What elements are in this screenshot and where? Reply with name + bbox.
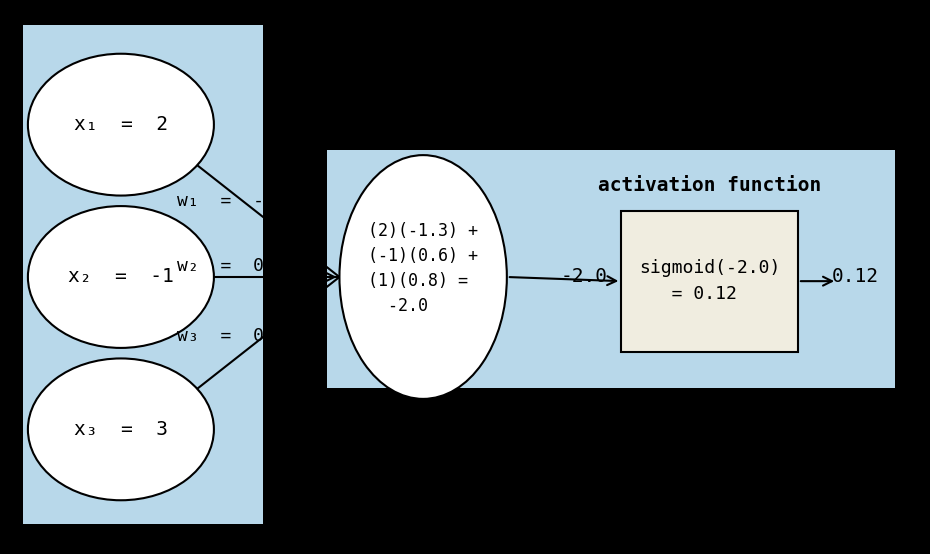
Text: activation function: activation function <box>598 176 821 195</box>
Text: x₁  =  2: x₁ = 2 <box>73 115 168 134</box>
FancyBboxPatch shape <box>327 150 895 388</box>
FancyBboxPatch shape <box>23 25 263 524</box>
Text: w₂  =  0.6: w₂ = 0.6 <box>177 257 286 275</box>
Text: w₃  =  0.4: w₃ = 0.4 <box>177 327 286 345</box>
Ellipse shape <box>339 155 507 399</box>
Text: sigmoid(-2.0)
   = 0.12: sigmoid(-2.0) = 0.12 <box>639 259 780 304</box>
Text: x₃  =  3: x₃ = 3 <box>73 420 168 439</box>
Ellipse shape <box>28 358 214 500</box>
Text: 0.12: 0.12 <box>832 268 879 286</box>
Ellipse shape <box>28 206 214 348</box>
Text: x₂  =  -1: x₂ = -1 <box>68 268 174 286</box>
Ellipse shape <box>28 54 214 196</box>
FancyBboxPatch shape <box>621 211 798 352</box>
Text: (2)(-1.3) +
(-1)(0.6) +
(1)(0.8) =
  -2.0: (2)(-1.3) + (-1)(0.6) + (1)(0.8) = -2.0 <box>368 222 478 315</box>
Text: w₁  =  -1.3: w₁ = -1.3 <box>177 192 297 209</box>
Text: -2.0: -2.0 <box>561 268 607 286</box>
